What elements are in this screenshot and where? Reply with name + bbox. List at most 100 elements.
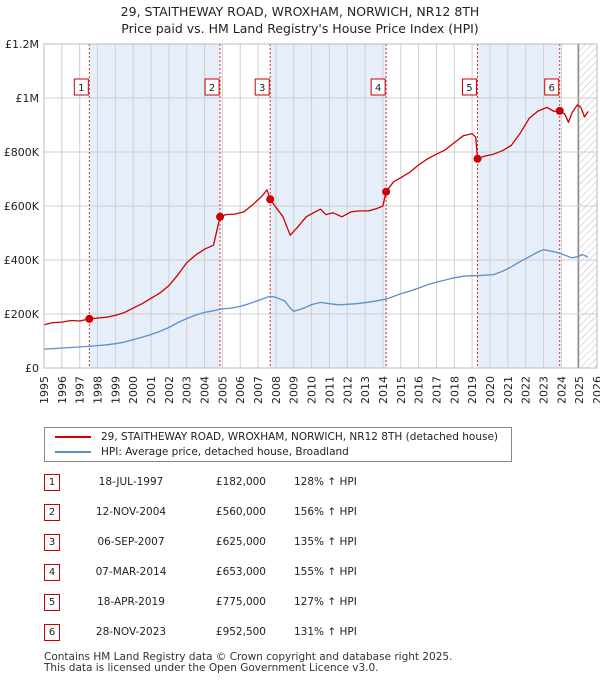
- legend-property-label: 29, STAITHEWAY ROAD, WROXHAM, NORWICH, N…: [101, 431, 499, 443]
- x-tick-label: 2009: [288, 376, 301, 404]
- sale-hpi-change: 135% ↑ HPI: [294, 536, 357, 548]
- sale-price: £182,000: [215, 476, 266, 488]
- sale-label-6: 6: [549, 83, 555, 94]
- x-tick-label: 2016: [413, 376, 426, 404]
- sale-label-3: 3: [259, 83, 265, 94]
- title-line-1: 29, STAITHEWAY ROAD, WROXHAM, NORWICH, N…: [120, 4, 480, 19]
- sale-row-4: 4 07-MAR-2014 £653,000 155% ↑ HPI: [0, 562, 600, 582]
- sale-label-5: 5: [466, 83, 472, 94]
- sale-hpi-change: 155% ↑ HPI: [294, 566, 357, 578]
- sale-date: 12-NOV-2004: [95, 506, 167, 518]
- sale-label-box-5: [461, 78, 477, 96]
- sale-label-box-1: [73, 78, 89, 96]
- y-tick-label: £200K: [4, 308, 40, 321]
- y-tick-label: £800K: [4, 146, 40, 159]
- x-tick-label: 2004: [199, 376, 212, 404]
- sale-price: £560,000: [215, 506, 266, 518]
- sale-price: £653,000: [215, 566, 266, 578]
- x-tick-label: 2008: [270, 376, 283, 404]
- sale-number-badge: 6: [44, 624, 60, 641]
- sale-date: 06-SEP-2007: [97, 536, 165, 548]
- x-tick-label: 2026: [591, 376, 600, 404]
- legend-property: 29, STAITHEWAY ROAD, WROXHAM, NORWICH, N…: [55, 430, 498, 444]
- sale-hpi-change: 156% ↑ HPI: [294, 506, 357, 518]
- sale-label-box-3: [254, 78, 270, 96]
- plot-frame: [43, 43, 598, 369]
- sale-row-5: 5 18-APR-2019 £775,000 127% ↑ HPI: [0, 592, 600, 612]
- legend-hpi-label: HPI: Average price, detached house, Broa…: [101, 446, 349, 458]
- x-tick-label: 2021: [502, 376, 515, 404]
- sale-number-badge: 3: [44, 534, 60, 551]
- title-line-2: Price paid vs. HM Land Registry's House …: [121, 21, 479, 36]
- legend-property-swatch: [55, 436, 91, 438]
- sale-point-5: [473, 154, 482, 163]
- sale-point-6: [555, 106, 564, 115]
- x-tick-label: 2006: [234, 376, 247, 404]
- x-tick-label: 2023: [537, 376, 550, 404]
- sale-hpi-change: 131% ↑ HPI: [294, 626, 357, 638]
- sale-price: £775,000: [215, 596, 266, 608]
- sale-point-1: [85, 314, 94, 323]
- sale-date: 18-APR-2019: [97, 596, 165, 608]
- x-tick-label: 1998: [92, 376, 105, 404]
- chart-title: 29, STAITHEWAY ROAD, WROXHAM, NORWICH, N…: [0, 3, 600, 37]
- sale-row-3: 3 06-SEP-2007 £625,000 135% ↑ HPI: [0, 532, 600, 552]
- sale-row-2: 2 12-NOV-2004 £560,000 156% ↑ HPI: [0, 502, 600, 522]
- y-tick-label: £400K: [4, 254, 40, 267]
- footer-line-1: Contains HM Land Registry data © Crown c…: [44, 651, 453, 663]
- x-tick-label: 2011: [323, 376, 336, 404]
- x-tick-label: 2017: [430, 376, 443, 404]
- chart-legend: 29, STAITHEWAY ROAD, WROXHAM, NORWICH, N…: [44, 427, 512, 462]
- x-tick-label: 2010: [306, 376, 319, 404]
- x-tick-label: 2013: [359, 376, 372, 404]
- x-tick-label: 2019: [466, 376, 479, 404]
- footer-line-2: This data is licensed under the Open Gov…: [44, 662, 379, 674]
- x-tick-label: 2024: [555, 376, 568, 404]
- sale-number-badge: 2: [44, 504, 60, 521]
- x-tick-label: 2000: [127, 376, 140, 404]
- x-tick-label: 2001: [145, 376, 158, 404]
- sale-hpi-change: 128% ↑ HPI: [294, 476, 357, 488]
- y-tick-label: £1M: [16, 92, 40, 105]
- x-tick-label: 2014: [377, 376, 390, 404]
- x-tick-label: 2005: [216, 376, 229, 404]
- y-tick-label: £1.2M: [5, 38, 39, 51]
- sale-date: 07-MAR-2014: [95, 566, 167, 578]
- x-tick-label: 2022: [520, 376, 533, 404]
- sale-price: £625,000: [215, 536, 266, 548]
- sale-row-1: 1 18-JUL-1997 £182,000 128% ↑ HPI: [0, 472, 600, 492]
- x-tick-label: 1999: [109, 376, 122, 404]
- legend-hpi-swatch: [55, 451, 91, 453]
- sale-label-1: 1: [78, 83, 84, 94]
- x-tick-label: 2018: [448, 376, 461, 404]
- sale-label-box-6: [544, 78, 560, 96]
- sale-label-box-2: [204, 78, 220, 96]
- sale-price: £952,500: [215, 626, 266, 638]
- x-tick-label: 2015: [395, 376, 408, 404]
- x-tick-label: 2012: [341, 376, 354, 404]
- property-price-line: [43, 104, 589, 326]
- x-tick-label: 2002: [163, 376, 176, 404]
- x-tick-label: 1996: [56, 376, 69, 404]
- sale-point-3: [266, 195, 275, 204]
- y-tick-label: £0: [25, 362, 39, 375]
- sale-row-6: 6 28-NOV-2023 £952,500 131% ↑ HPI: [0, 622, 600, 642]
- sale-number-badge: 4: [44, 564, 60, 581]
- sale-number-badge: 1: [44, 474, 60, 491]
- sale-hpi-change: 127% ↑ HPI: [294, 596, 357, 608]
- x-tick-label: 2020: [484, 376, 497, 404]
- sale-label-2: 2: [209, 83, 215, 94]
- price-chart: 1 2 3 4 5 6 £0 £200K £400K £600K £800K £1M £1.2M 199…: [4, 38, 600, 404]
- footer-attribution: Contains HM Land Registry data © Crown c…: [44, 652, 452, 674]
- sale-point-2: [216, 212, 225, 221]
- sale-number-badge: 5: [44, 594, 60, 611]
- x-tick-label: 1995: [38, 376, 51, 404]
- sale-date: 18-JUL-1997: [98, 476, 164, 488]
- x-tick-label: 2025: [573, 376, 586, 404]
- x-tick-label: 2003: [181, 376, 194, 404]
- sale-label-box-4: [370, 78, 386, 96]
- x-tick-label: 1997: [74, 376, 87, 404]
- legend-hpi: HPI: Average price, detached house, Broa…: [55, 445, 349, 459]
- y-tick-label: £600K: [4, 200, 40, 213]
- x-tick-label: 2007: [252, 376, 265, 404]
